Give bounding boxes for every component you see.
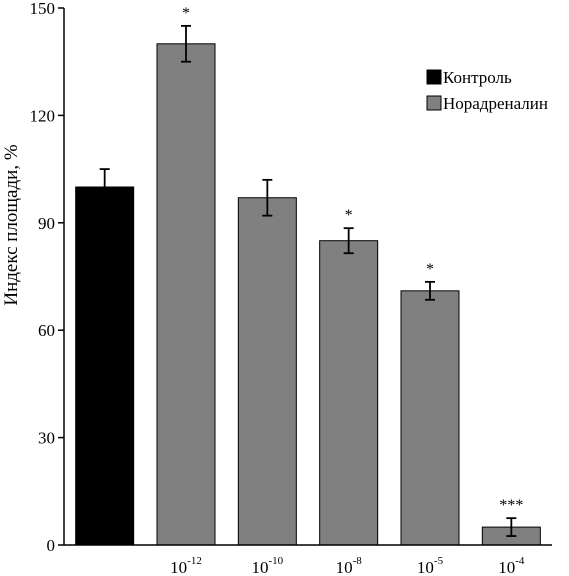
bar-noradrenaline-4 [400,290,460,546]
y-axis-title: Индекс площади, % [1,144,22,305]
y-tick-label: 120 [30,106,56,125]
bar-noradrenaline-3 [319,240,379,546]
y-tick-label: 90 [38,214,55,233]
legend: Контроль Норадреналин [426,68,548,113]
significance-label-4: * [426,261,434,278]
y-tick-label: 30 [38,429,55,448]
x-category-label-2: 10-10 [251,555,283,576]
x-category-label-1: 10-12 [170,555,202,576]
error-bars [99,24,517,537]
y-tick-label: 150 [30,0,56,18]
significance-labels: ****** [182,5,523,514]
y-tick-label: 60 [38,321,55,340]
x-category-label-4: 10-5 [417,555,444,576]
bar-control-0 [75,186,135,546]
significance-label-1: * [182,5,190,22]
x-category-label-5: 10-4 [498,555,525,576]
y-tick-label: 0 [47,536,56,555]
legend-label-0: Контроль [443,68,512,87]
legend-swatch-1 [426,95,442,111]
significance-label-5: *** [499,497,523,514]
legend-label-1: Норадреналин [443,94,548,113]
bar-noradrenaline-2 [237,197,297,546]
category-labels: 10-12 10-10 10-8 10-5 10-4 [170,555,525,576]
y-tick-labels: 0 30 60 90 120 150 [30,0,64,555]
significance-label-3: * [345,207,353,224]
x-category-label-3: 10-8 [336,555,363,576]
bar-noradrenaline-1 [156,43,216,546]
bars [75,43,541,546]
legend-swatch-0 [426,69,442,85]
